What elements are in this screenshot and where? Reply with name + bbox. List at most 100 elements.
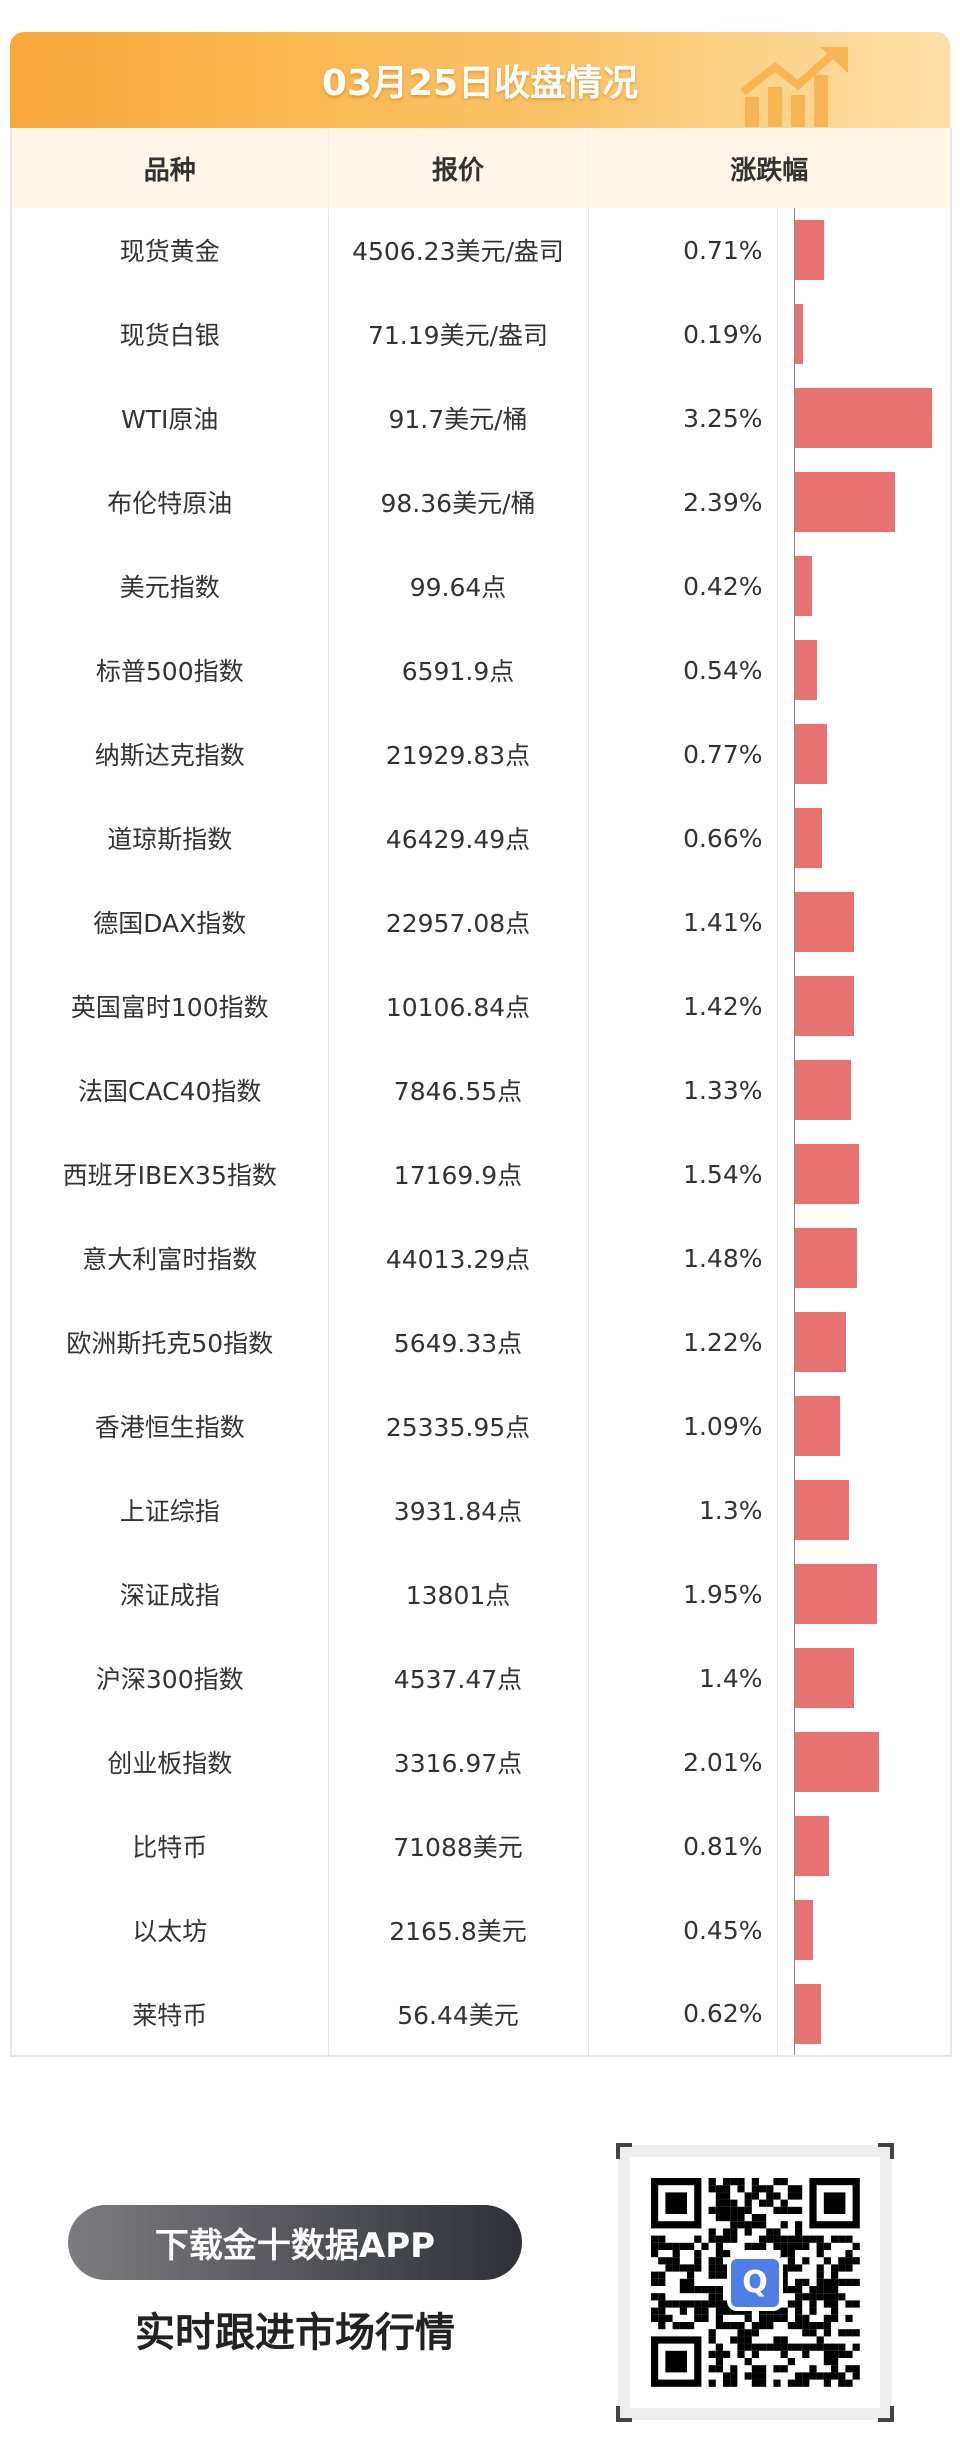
change-bar-cell xyxy=(776,1048,953,1132)
instrument-change: 0.45% xyxy=(588,1888,778,1972)
instrument-price: 21929.83点 xyxy=(328,712,589,796)
instrument-name: 法国CAC40指数 xyxy=(10,1048,329,1132)
instrument-name: 香港恒生指数 xyxy=(10,1384,329,1468)
table-row: 上证综指 3931.84点 1.3% xyxy=(10,1468,953,1552)
change-bar-cell xyxy=(776,628,953,712)
instrument-price: 3316.97点 xyxy=(328,1720,589,1804)
change-bar-cell xyxy=(776,1720,953,1804)
table-row: 莱特币 56.44美元 0.62% xyxy=(10,1972,953,2057)
instrument-change: 1.22% xyxy=(588,1300,778,1384)
instrument-name: 上证综指 xyxy=(10,1468,329,1552)
change-bar-cell xyxy=(776,1468,953,1552)
instrument-price: 91.7美元/桶 xyxy=(328,376,589,460)
table-row: 道琼斯指数 46429.49点 0.66% xyxy=(10,796,953,880)
change-bar xyxy=(794,1144,860,1204)
column-header-name: 品种 xyxy=(10,128,329,208)
download-app-button[interactable]: 下载金十数据APP xyxy=(68,2205,522,2280)
instrument-name: 德国DAX指数 xyxy=(10,880,329,964)
instrument-change: 2.39% xyxy=(588,460,778,544)
table-row: 深证成指 13801点 1.95% xyxy=(10,1552,953,1636)
instrument-name: 英国富时100指数 xyxy=(10,964,329,1048)
change-bar-cell xyxy=(776,544,953,628)
change-bar xyxy=(794,724,827,784)
instrument-name: 美元指数 xyxy=(10,544,329,628)
instrument-price: 4537.47点 xyxy=(328,1636,589,1720)
table-row: 法国CAC40指数 7846.55点 1.33% xyxy=(10,1048,953,1132)
instrument-change: 0.66% xyxy=(588,796,778,880)
change-bar-cell xyxy=(776,1384,953,1468)
instrument-price: 3931.84点 xyxy=(328,1468,589,1552)
instrument-change: 0.19% xyxy=(588,292,778,376)
closing-summary-card: 03月25日收盘情况 品种 报价 涨跌幅 现货黄金 4506.23美元/盎司 0… xyxy=(10,32,953,2057)
instrument-name: 标普500指数 xyxy=(10,628,329,712)
change-bar-cell xyxy=(776,1552,953,1636)
qr-pattern xyxy=(651,2178,860,2387)
change-bar-cell xyxy=(776,376,953,460)
change-bar-cell xyxy=(776,1972,953,2057)
change-bar xyxy=(794,1984,821,2044)
change-bar xyxy=(794,1732,880,1792)
instrument-name: 莱特币 xyxy=(10,1972,329,2057)
instrument-price: 71.19美元/盎司 xyxy=(328,292,589,376)
instrument-name: 现货白银 xyxy=(10,292,329,376)
table-row: 现货白银 71.19美元/盎司 0.19% xyxy=(10,292,953,376)
change-bar xyxy=(794,1060,851,1120)
app-logo-icon: Q xyxy=(727,2254,783,2311)
instrument-price: 98.36美元/桶 xyxy=(328,460,589,544)
instrument-change: 0.81% xyxy=(588,1804,778,1888)
change-bar xyxy=(794,1816,829,1876)
instrument-change: 1.95% xyxy=(588,1552,778,1636)
change-bar xyxy=(794,808,823,868)
instrument-price: 13801点 xyxy=(328,1552,589,1636)
instrument-price: 22957.08点 xyxy=(328,880,589,964)
instrument-name: 比特币 xyxy=(10,1804,329,1888)
instrument-change: 1.54% xyxy=(588,1132,778,1216)
table-row: 意大利富时指数 44013.29点 1.48% xyxy=(10,1216,953,1300)
column-header-price: 报价 xyxy=(328,128,589,208)
change-bar xyxy=(794,1396,841,1456)
page-title: 03月25日收盘情况 xyxy=(321,63,639,104)
change-bar-cell xyxy=(776,712,953,796)
instrument-name: 意大利富时指数 xyxy=(10,1216,329,1300)
instrument-change: 1.4% xyxy=(588,1636,778,1720)
instrument-change: 0.71% xyxy=(588,208,778,292)
change-bar-cell xyxy=(776,1132,953,1216)
instrument-name: 布伦特原油 xyxy=(10,460,329,544)
change-bar-cell xyxy=(776,1300,953,1384)
table-row: 西班牙IBEX35指数 17169.9点 1.54% xyxy=(10,1132,953,1216)
change-bar xyxy=(794,1648,854,1708)
instrument-name: 道琼斯指数 xyxy=(10,796,329,880)
instrument-price: 2165.8美元 xyxy=(328,1888,589,1972)
change-bar xyxy=(794,1564,877,1624)
change-bar xyxy=(794,640,818,700)
change-bar-cell xyxy=(776,1216,953,1300)
change-bar xyxy=(794,1312,846,1372)
table-row: 以太坊 2165.8美元 0.45% xyxy=(10,1888,953,1972)
change-bar xyxy=(794,976,855,1036)
instrument-change: 0.54% xyxy=(588,628,778,712)
instrument-price: 17169.9点 xyxy=(328,1132,589,1216)
instrument-price: 10106.84点 xyxy=(328,964,589,1048)
instrument-change: 1.42% xyxy=(588,964,778,1048)
instrument-name: 沪深300指数 xyxy=(10,1636,329,1720)
table-row: 现货黄金 4506.23美元/盎司 0.71% xyxy=(10,208,953,292)
change-bar-cell xyxy=(776,1804,953,1888)
instrument-change: 0.42% xyxy=(588,544,778,628)
table-row: 标普500指数 6591.9点 0.54% xyxy=(10,628,953,712)
instrument-name: WTI原油 xyxy=(10,376,329,460)
change-bar-cell xyxy=(776,460,953,544)
instrument-price: 99.64点 xyxy=(328,544,589,628)
table-row: 布伦特原油 98.36美元/桶 2.39% xyxy=(10,460,953,544)
instrument-name: 深证成指 xyxy=(10,1552,329,1636)
change-bar xyxy=(794,472,896,532)
instrument-name: 纳斯达克指数 xyxy=(10,712,329,796)
instrument-name: 现货黄金 xyxy=(10,208,329,292)
table-header-row: 品种 报价 涨跌幅 xyxy=(10,128,953,208)
quotes-table: 品种 报价 涨跌幅 现货黄金 4506.23美元/盎司 0.71% 现货白银 7… xyxy=(10,128,953,2057)
change-bar-cell xyxy=(776,1636,953,1720)
slogan-text: 实时跟进市场行情 xyxy=(135,2310,455,2356)
column-header-change: 涨跌幅 xyxy=(588,128,953,208)
table-row: 美元指数 99.64点 0.42% xyxy=(10,544,953,628)
change-bar-cell xyxy=(776,1888,953,1972)
instrument-change: 1.48% xyxy=(588,1216,778,1300)
